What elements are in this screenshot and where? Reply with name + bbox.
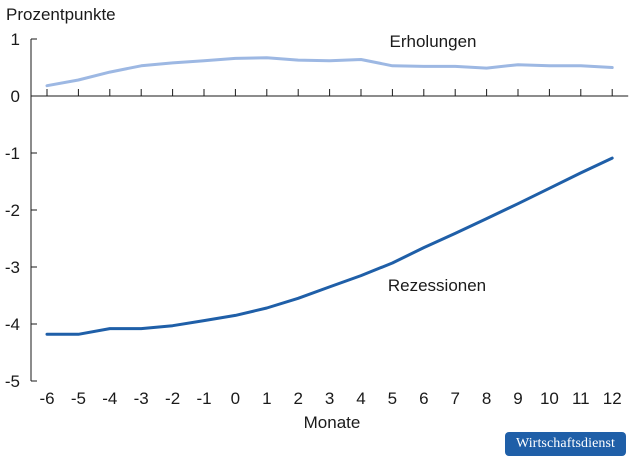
series-line-erholungen [45, 56, 614, 88]
x-tick-label: 3 [325, 389, 334, 408]
x-tick-label: -6 [39, 389, 54, 408]
x-axis-label: Monate [304, 413, 361, 432]
y-axis: 1 0 -1 -2 -3 -4 -5 [5, 30, 37, 391]
x-tick-label: 5 [388, 389, 397, 408]
y-tick-label: 0 [11, 87, 20, 106]
x-tick-label: 2 [293, 389, 302, 408]
x-tick-label: -2 [165, 389, 180, 408]
x-tick-label: 11 [572, 389, 590, 408]
x-tick-label: 0 [231, 389, 240, 408]
y-tick-label: 1 [11, 30, 20, 49]
x-tick-label: 10 [540, 389, 559, 408]
x-tick-label: 12 [603, 389, 622, 408]
series-lines [45, 56, 614, 336]
y-tick-label: -1 [5, 144, 20, 163]
y-axis-label: Prozentpunkte [6, 5, 116, 24]
x-tick-label: 8 [482, 389, 491, 408]
y-tick-label: -3 [5, 258, 20, 277]
x-tick-label: 9 [513, 389, 522, 408]
x-tick-label: -5 [71, 389, 86, 408]
x-tick-label: -1 [196, 389, 211, 408]
x-axis: -6 -5 -4 -3 -2 -1 0 1 2 3 4 5 6 7 8 9 10 11 12 [31, 89, 629, 408]
series-line-rezessionen [45, 156, 614, 336]
x-tick-label: 6 [419, 389, 428, 408]
publisher-badge: Wirtschaftsdienst [505, 432, 626, 456]
y-tick-label: -2 [5, 201, 20, 220]
x-tick-label: -4 [102, 389, 117, 408]
y-tick-label: -4 [5, 315, 20, 334]
x-tick-label: 7 [450, 389, 459, 408]
y-tick-label: -5 [5, 372, 20, 391]
series-label-erholungen: Erholungen [390, 32, 477, 51]
x-tick-label: 1 [262, 389, 271, 408]
series-labels: Erholungen Rezessionen [388, 32, 486, 295]
x-tick-label: -3 [134, 389, 149, 408]
x-tick-label: 4 [356, 389, 365, 408]
series-label-rezessionen: Rezessionen [388, 276, 486, 295]
